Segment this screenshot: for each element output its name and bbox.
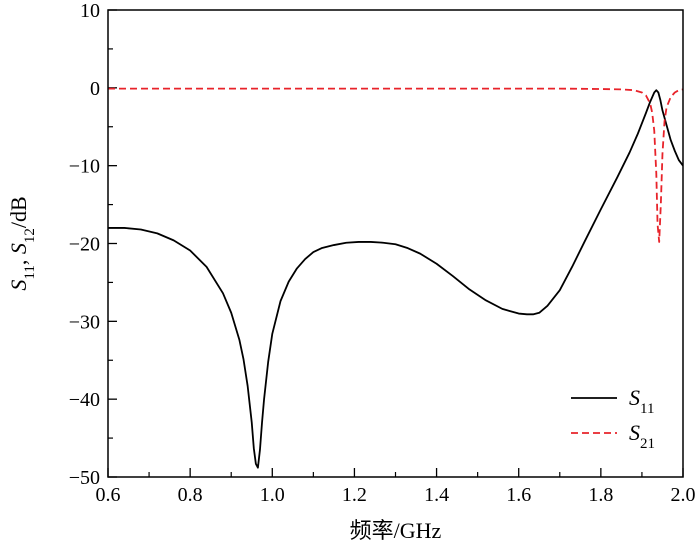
y-title-part: S: [6, 243, 31, 254]
y-tick-label: −40: [69, 389, 100, 411]
series-line-s21: [108, 87, 683, 243]
y-title-part: 12: [22, 228, 38, 243]
y-tick-label: 0: [90, 78, 100, 100]
x-tick-label: 0.6: [96, 484, 121, 506]
x-tick-label: 1.6: [506, 484, 531, 506]
series-line-s11: [108, 89, 683, 469]
x-axis-title: 频率/GHz: [350, 518, 442, 543]
y-title-part: 11: [22, 265, 38, 279]
legend-label-s21: S21: [629, 420, 655, 452]
x-tick-label: 2.0: [671, 484, 696, 506]
x-tick-label: 1.8: [588, 484, 613, 506]
series-layer: [108, 87, 683, 469]
y-title-part: S: [6, 280, 31, 291]
y-title-part: /dB: [6, 196, 31, 228]
y-tick-label: −10: [69, 156, 100, 178]
tick-labels: 0.6 0.8 1.0 1.2 1.4 1.6 1.8 2.0 10 0 −10 −20 −30 −40 −…: [69, 0, 696, 506]
legend-label-s11: S11: [629, 385, 654, 417]
x-tick-label: 0.8: [178, 484, 203, 506]
x-tick-label: 1.0: [260, 484, 285, 506]
y-title-part: ,: [6, 254, 31, 265]
y-tick-label: −20: [69, 234, 100, 256]
x-tick-label: 1.2: [342, 484, 367, 506]
y-tick-label: 10: [80, 0, 100, 22]
y-axis-title: S11, S12/dB: [6, 196, 38, 290]
y-tick-label: −50: [69, 467, 100, 489]
x-tick-label: 1.4: [424, 484, 449, 506]
y-tick-label: −30: [69, 311, 100, 333]
plot-frame: [107, 9, 684, 478]
